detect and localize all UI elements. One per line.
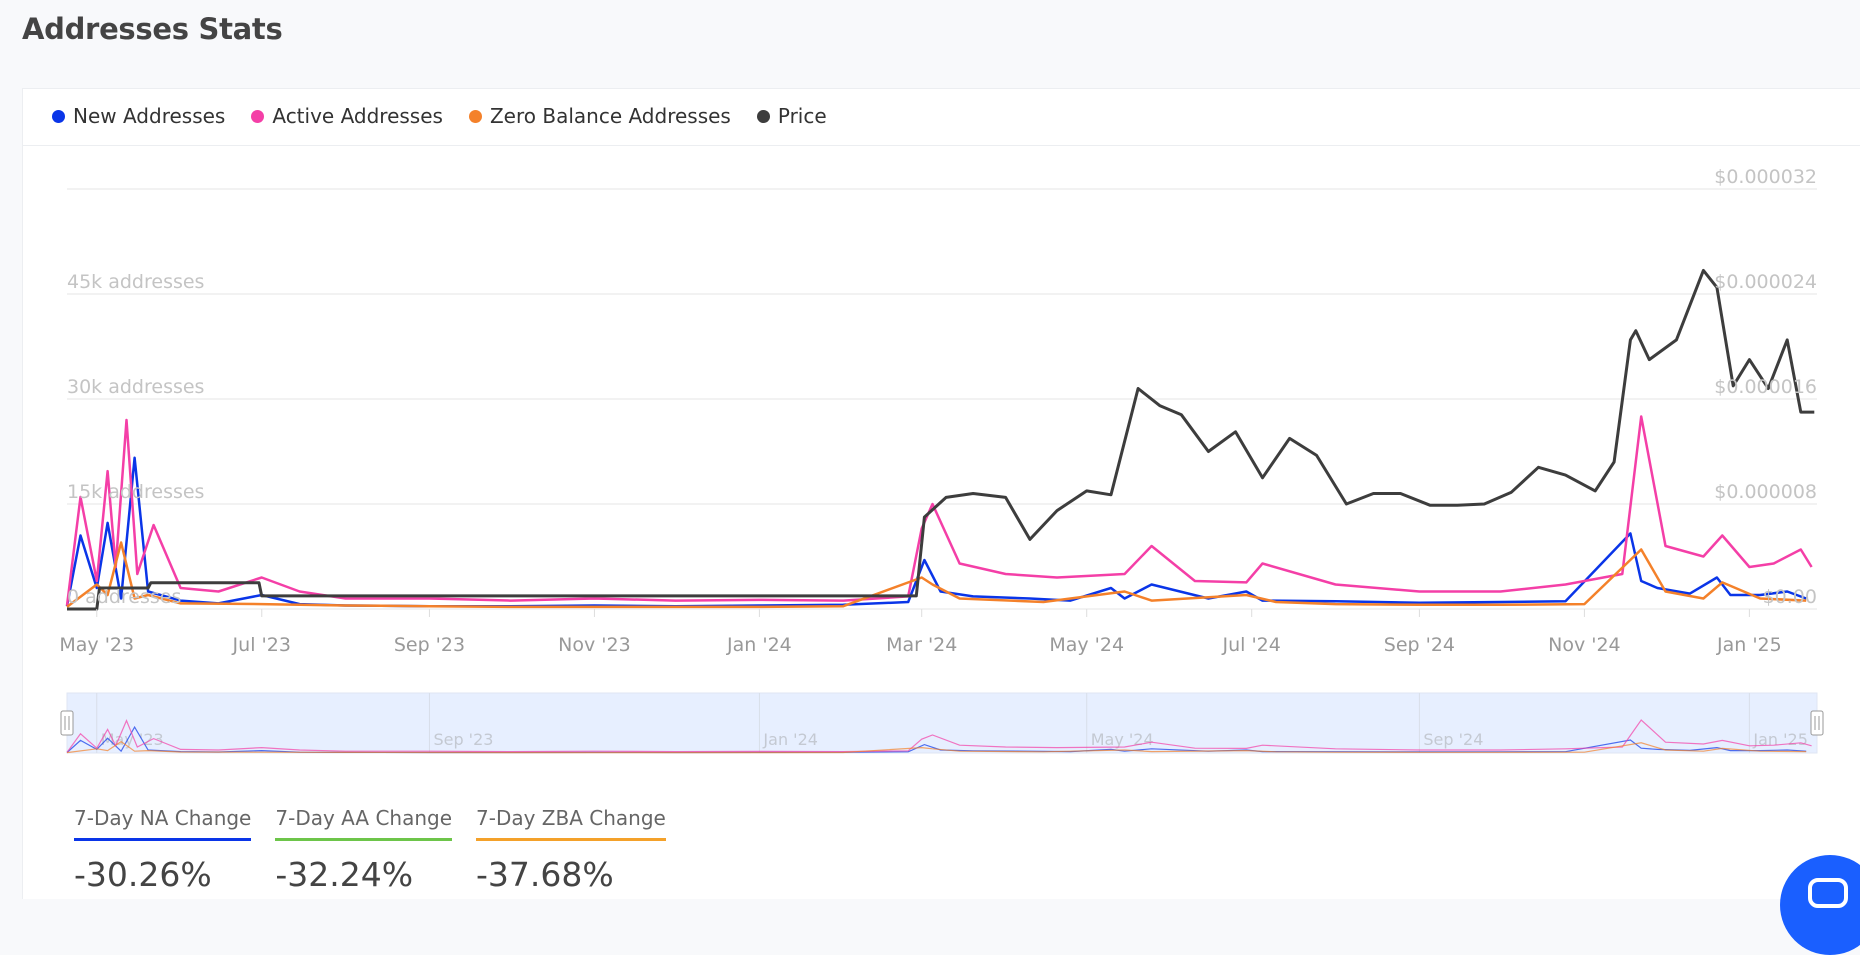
right-axis-tick-label: $0.000032 bbox=[1714, 166, 1817, 188]
series-line-0 bbox=[65, 456, 1807, 608]
right-axis-tick-label: $0.000024 bbox=[1714, 271, 1817, 293]
navigator-series-2 bbox=[66, 740, 1807, 754]
left-axis-tick-label: 30k addresses bbox=[67, 376, 204, 398]
legend-active-addresses[interactable]: Active Addresses bbox=[251, 104, 443, 128]
right-axis-tick-label: $0.00 bbox=[1763, 586, 1817, 608]
x-axis-tick-label: Sep '23 bbox=[394, 634, 465, 656]
page-title: Addresses Stats bbox=[22, 12, 283, 46]
x-axis-tick-label: Sep '24 bbox=[1384, 634, 1455, 656]
navigator-right-handle[interactable] bbox=[1810, 710, 1824, 736]
kpi-na-change: 7-Day NA Change -30.26% bbox=[74, 806, 252, 894]
x-axis-tick-label: Nov '23 bbox=[558, 634, 631, 656]
x-axis-tick-label: Mar '24 bbox=[886, 634, 957, 656]
legend-label: New Addresses bbox=[73, 104, 226, 128]
x-axis-tick-label: Jan '25 bbox=[1716, 634, 1782, 656]
kpi-label: 7-Day AA Change bbox=[275, 806, 453, 841]
chat-icon bbox=[1808, 878, 1848, 908]
kpi-value: -37.68% bbox=[476, 855, 614, 894]
navigator-window bbox=[66, 692, 1818, 754]
legend-divider bbox=[22, 145, 1860, 146]
kpi-aa-change: 7-Day AA Change -32.24% bbox=[275, 806, 453, 894]
addresses-chart: 0 addresses 15k addresses 30k addresses 45k… bbox=[59, 166, 1824, 754]
right-axis-tick-label: $0.000016 bbox=[1714, 376, 1817, 398]
legend-label: Active Addresses bbox=[272, 104, 443, 128]
legend-new-addresses[interactable]: New Addresses bbox=[52, 104, 225, 128]
series-line-3 bbox=[67, 268, 1815, 611]
kpi-label: 7-Day NA Change bbox=[74, 806, 252, 841]
navigator-series-1 bbox=[66, 719, 1812, 753]
navigator-tick-label: Sep '23 bbox=[433, 730, 493, 749]
x-axis-tick-label: May '23 bbox=[59, 634, 134, 656]
kpi-value: -30.26% bbox=[74, 855, 212, 894]
right-axis-tick-label: $0.000008 bbox=[1714, 481, 1817, 503]
kpi-label: 7-Day ZBA Change bbox=[476, 806, 666, 841]
left-axis-tick-label: 45k addresses bbox=[67, 271, 204, 293]
legend-dot-icon bbox=[251, 109, 265, 123]
legend-dot-icon bbox=[52, 109, 65, 123]
x-axis-tick-label: Nov '24 bbox=[1548, 634, 1621, 656]
kpi-zba-change: 7-Day ZBA Change -37.68% bbox=[476, 806, 666, 894]
legend-label: Zero Balance Addresses bbox=[489, 104, 731, 128]
left-axis-tick-label: 15k addresses bbox=[67, 481, 204, 503]
left-axis-tick-label: 0 addresses bbox=[67, 586, 181, 608]
chart-card bbox=[22, 88, 1860, 899]
x-axis-tick-label: Jan '24 bbox=[726, 634, 792, 656]
series-line-1 bbox=[65, 415, 1813, 606]
chart-legend: New Addresses Active Addresses Zero Bala… bbox=[52, 104, 853, 128]
x-axis-tick-label: May '24 bbox=[1049, 634, 1124, 656]
navigator-left-handle[interactable] bbox=[60, 710, 74, 736]
x-axis-tick-label: Jul '24 bbox=[1222, 634, 1281, 656]
x-axis-tick-label: Jul '23 bbox=[232, 634, 291, 656]
navigator-tick-label: May '24 bbox=[1091, 730, 1154, 749]
navigator-tick-label: Jan '25 bbox=[1752, 730, 1808, 749]
kpi-value: -32.24% bbox=[275, 855, 414, 894]
legend-zero-balance-addresses[interactable]: Zero Balance Addresses bbox=[468, 104, 731, 128]
kpi-row: 7-Day NA Change -30.26% 7-Day AA Change … bbox=[74, 806, 690, 894]
series-line-2 bbox=[66, 541, 1807, 609]
legend-dot-icon bbox=[756, 109, 770, 123]
navigator-tick-label: Jan '24 bbox=[762, 730, 818, 749]
navigator-tick-label: Sep '24 bbox=[1423, 730, 1483, 749]
legend-dot-icon bbox=[468, 109, 482, 123]
legend-price[interactable]: Price bbox=[756, 104, 827, 128]
legend-label: Price bbox=[777, 104, 827, 128]
